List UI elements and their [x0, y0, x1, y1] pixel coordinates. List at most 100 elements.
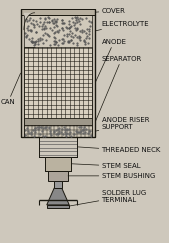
Point: [76, 35, 78, 39]
Point: [48, 20, 51, 24]
Point: [24, 129, 26, 132]
Point: [71, 31, 74, 35]
Point: [65, 132, 68, 136]
Point: [41, 37, 44, 41]
Point: [56, 29, 59, 33]
Point: [35, 30, 37, 34]
Point: [57, 132, 60, 136]
Point: [49, 129, 51, 133]
Point: [87, 41, 90, 44]
Point: [74, 21, 77, 25]
Text: CAN: CAN: [1, 73, 21, 105]
Point: [25, 34, 28, 38]
Point: [79, 16, 81, 20]
Point: [57, 131, 60, 135]
Point: [33, 23, 35, 27]
Point: [48, 16, 51, 20]
Point: [54, 19, 56, 23]
Point: [67, 22, 70, 26]
Point: [32, 40, 35, 43]
Point: [62, 41, 65, 44]
Point: [39, 125, 42, 129]
Point: [29, 29, 32, 33]
Point: [34, 126, 36, 130]
Point: [90, 134, 92, 138]
Point: [86, 131, 89, 135]
Point: [66, 129, 68, 132]
Point: [71, 20, 74, 24]
Point: [38, 25, 40, 28]
Bar: [24, 125, 92, 137]
Point: [57, 43, 59, 47]
Point: [60, 26, 63, 30]
Point: [26, 129, 29, 133]
Point: [75, 18, 78, 22]
Point: [70, 24, 73, 28]
Point: [30, 130, 32, 134]
Point: [33, 130, 36, 134]
Point: [58, 131, 60, 135]
Point: [52, 35, 55, 39]
Point: [54, 30, 57, 34]
Point: [70, 34, 73, 38]
Point: [68, 132, 71, 136]
Point: [60, 21, 63, 25]
Point: [49, 43, 52, 47]
Point: [33, 42, 36, 46]
Point: [26, 126, 28, 130]
Point: [53, 39, 56, 43]
Point: [45, 38, 48, 42]
Point: [88, 26, 90, 30]
Point: [83, 39, 86, 43]
Point: [83, 130, 86, 134]
Point: [63, 129, 66, 132]
Point: [37, 42, 40, 46]
Point: [53, 17, 55, 21]
Point: [80, 17, 83, 21]
Point: [25, 35, 28, 39]
Point: [83, 29, 85, 33]
Point: [63, 125, 65, 129]
Point: [70, 38, 73, 42]
Point: [54, 128, 57, 132]
Point: [55, 19, 58, 23]
Bar: [24, 15, 92, 47]
Point: [41, 25, 44, 28]
Point: [24, 133, 26, 137]
Point: [60, 18, 63, 22]
Bar: [92, 15, 95, 137]
Point: [67, 40, 70, 44]
Point: [55, 24, 58, 27]
Point: [84, 16, 87, 19]
Point: [43, 134, 46, 138]
Point: [83, 125, 86, 129]
Point: [74, 28, 77, 32]
Point: [26, 28, 29, 32]
Point: [37, 127, 39, 131]
Point: [57, 126, 60, 130]
Point: [70, 38, 72, 42]
Point: [53, 36, 56, 40]
Point: [76, 41, 78, 45]
Point: [34, 40, 37, 44]
Text: ANODE: ANODE: [95, 39, 127, 82]
Point: [62, 21, 65, 25]
Text: STEM BUSHING: STEM BUSHING: [68, 173, 155, 179]
Point: [38, 17, 41, 20]
Point: [45, 125, 47, 129]
Point: [45, 32, 48, 36]
Point: [68, 19, 70, 23]
Point: [74, 15, 77, 19]
Bar: [21, 15, 24, 137]
Point: [25, 33, 28, 36]
Point: [56, 127, 59, 130]
Point: [51, 18, 53, 22]
Text: ANODE RISER
SUPPORT: ANODE RISER SUPPORT: [95, 117, 149, 131]
Point: [61, 37, 64, 41]
Point: [29, 39, 32, 43]
Point: [39, 38, 41, 42]
Point: [31, 40, 33, 43]
Point: [56, 17, 58, 21]
Bar: [24, 118, 92, 125]
Point: [36, 125, 39, 129]
